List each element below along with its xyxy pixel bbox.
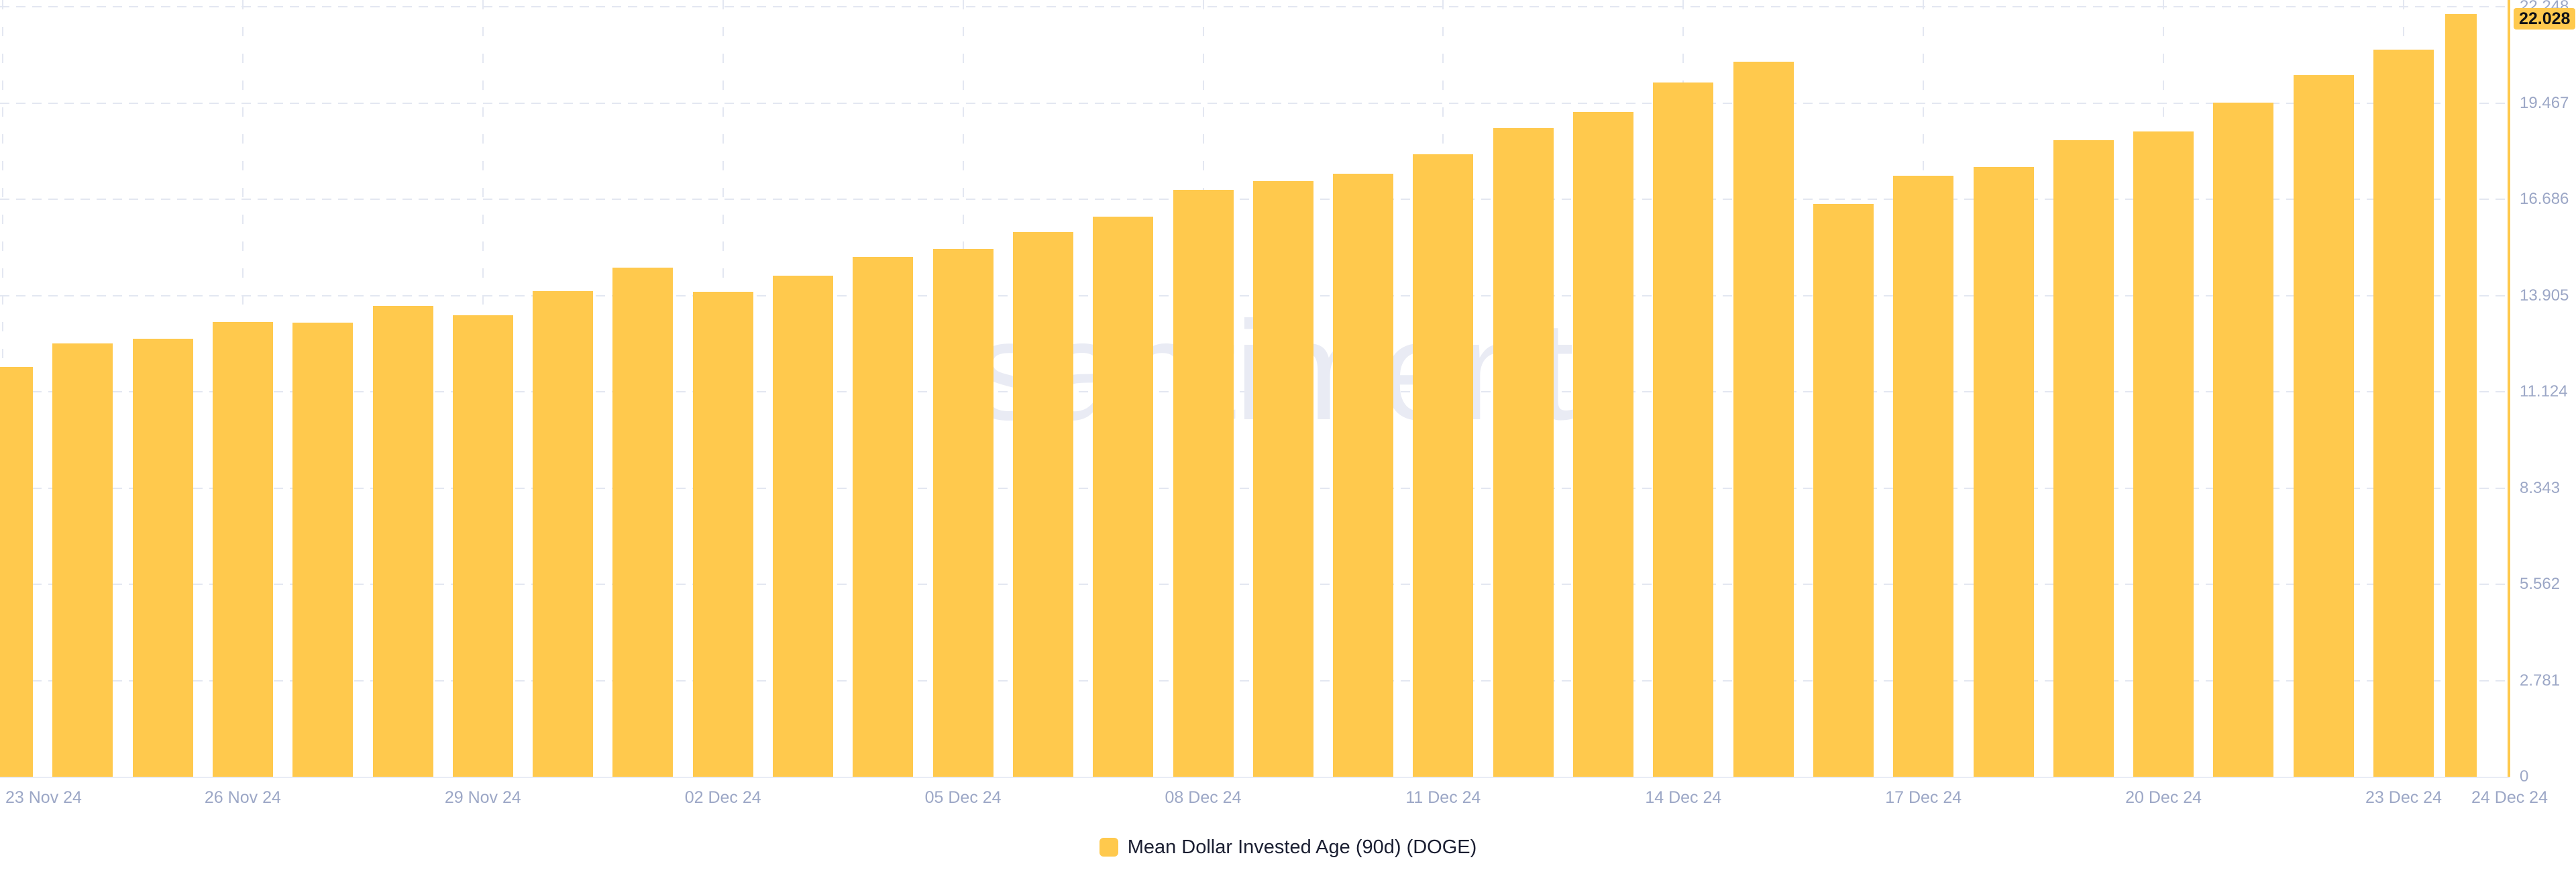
y-tick-label: 19.467	[2520, 93, 2569, 112]
bar-12-dec-24[interactable]	[1493, 128, 1554, 777]
legend-swatch-icon	[1099, 838, 1118, 857]
x-tick-label: 14 Dec 24	[1645, 788, 1722, 807]
x-tick-label: 11 Dec 24	[1405, 788, 1481, 807]
bar-02-dec-24[interactable]	[692, 292, 753, 777]
bar-01-dec-24[interactable]	[612, 268, 674, 777]
bar-08-dec-24[interactable]	[1173, 190, 1234, 777]
bar-03-dec-24[interactable]	[773, 276, 833, 777]
legend-item[interactable]: Mean Dollar Invested Age (90d) (DOGE)	[0, 832, 2576, 863]
bar-25-nov-24[interactable]	[132, 339, 193, 777]
bar-19-dec-24[interactable]	[2053, 140, 2114, 777]
bar-18-dec-24[interactable]	[1973, 167, 2034, 777]
x-tick-label: 02 Dec 24	[684, 788, 761, 807]
h-gridline	[0, 102, 2508, 104]
legend-label: Mean Dollar Invested Age (90d) (DOGE)	[1127, 836, 1477, 858]
bar-14-dec-24[interactable]	[1653, 83, 1714, 777]
bar-05-dec-24[interactable]	[932, 249, 994, 777]
y-tick-label: 2.781	[2520, 671, 2561, 690]
bar-20-dec-24[interactable]	[2133, 131, 2194, 777]
bar-15-dec-24[interactable]	[1733, 62, 1794, 777]
x-tick-label: 23 Nov 24	[5, 788, 82, 807]
x-tick-label: 24 Dec 24	[2471, 788, 2548, 807]
x-axis-line	[0, 777, 2510, 778]
y-axis-line-accent	[2508, 0, 2510, 777]
bar-30-nov-24[interactable]	[533, 291, 594, 777]
x-tick-label: 29 Nov 24	[444, 788, 521, 807]
bar-06-dec-24[interactable]	[1012, 232, 1073, 777]
h-gridline	[0, 6, 2508, 7]
bar-09-dec-24[interactable]	[1252, 181, 1313, 777]
bar-04-dec-24[interactable]	[853, 257, 914, 777]
x-tick-label: 23 Dec 24	[2365, 788, 2442, 807]
bar-10-dec-24[interactable]	[1333, 174, 1394, 777]
bar-11-dec-24[interactable]	[1413, 154, 1474, 777]
bar-16-dec-24[interactable]	[1813, 204, 1874, 777]
x-tick-label: 26 Nov 24	[204, 788, 281, 807]
bar-28-nov-24[interactable]	[372, 306, 433, 777]
bar-29-nov-24[interactable]	[452, 315, 513, 777]
bar-13-dec-24[interactable]	[1573, 112, 1633, 777]
bar-23-dec-24[interactable]	[2373, 50, 2434, 777]
x-tick-label: 17 Dec 24	[1885, 788, 1962, 807]
bar-22-dec-24[interactable]	[2293, 75, 2354, 777]
y-tick-label: 0	[2520, 767, 2529, 785]
plot-area: santiment	[0, 0, 2508, 777]
bar-23-nov-24[interactable]	[0, 367, 33, 777]
bar-24-nov-24[interactable]	[52, 343, 113, 777]
x-tick-label: 08 Dec 24	[1165, 788, 1242, 807]
bar-27-nov-24[interactable]	[292, 323, 354, 777]
bar-26-nov-24[interactable]	[212, 322, 273, 777]
y-tick-label: 13.905	[2520, 286, 2569, 305]
y-tick-label: 8.343	[2520, 478, 2561, 497]
x-tick-label: 20 Dec 24	[2125, 788, 2202, 807]
bar-21-dec-24[interactable]	[2213, 103, 2274, 777]
y-tick-label: 11.124	[2520, 382, 2568, 400]
y-tick-label: 16.686	[2520, 190, 2569, 208]
x-tick-label: 05 Dec 24	[924, 788, 1002, 807]
y-tick-label: 5.562	[2520, 575, 2561, 593]
bar-07-dec-24[interactable]	[1093, 217, 1154, 777]
bar-17-dec-24[interactable]	[1893, 176, 1954, 777]
latest-value-badge: 22.028	[2514, 8, 2576, 30]
bar-24-dec-24[interactable]	[2445, 14, 2477, 777]
